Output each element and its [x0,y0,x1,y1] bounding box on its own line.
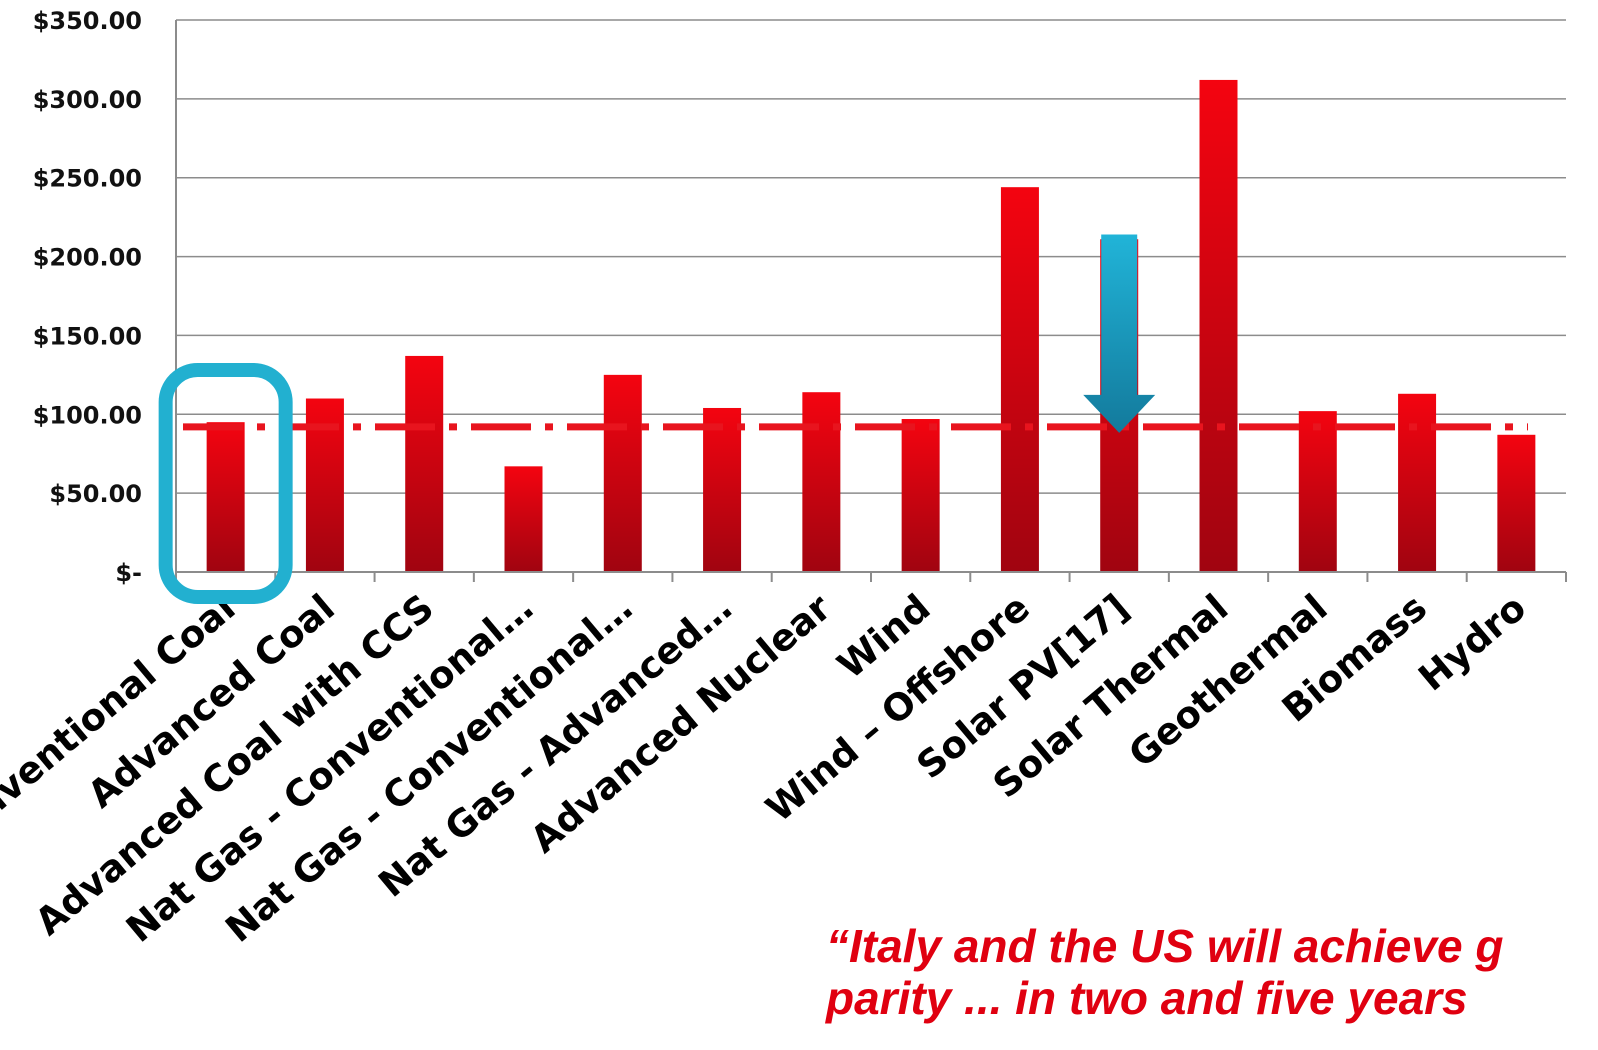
quote-line-1: “Italy and the US will achieve g [826,920,1504,972]
y-tick-label: $350.00 [33,7,142,35]
bars [206,79,1536,573]
bar-13 [1497,434,1536,572]
highlight-box [158,363,293,604]
y-tick-label: $- [115,559,142,587]
bar-8 [1000,187,1039,573]
axes [175,20,1567,582]
bar-6 [802,392,841,572]
y-tick-label: $200.00 [33,244,142,272]
y-tick-label: $150.00 [33,322,142,350]
y-axis-tick-labels: $- $50.00 $100.00 $150.00 $200.00 $250.00 $300… [33,7,142,587]
y-tick-label: $50.00 [49,480,142,508]
down-arrow-icon [1083,234,1156,433]
bar-7 [901,419,940,572]
annotations [158,234,1528,604]
bar-12 [1398,393,1437,572]
quote-line-2: parity ... in two and five years [826,972,1468,1024]
y-tick-label: $100.00 [33,401,142,429]
bar-10 [1199,79,1238,572]
y-tick-label: $250.00 [33,165,142,193]
x-tick-label: Hydro [1411,586,1535,699]
quote-annotation: “Italy and the US will achieve g parity … [826,920,1503,1024]
bar-5 [703,407,742,572]
x-tick-label: Advanced Coal with CCS [27,586,442,944]
bar-3 [504,466,543,572]
bar-2 [405,355,444,572]
bar-11 [1298,411,1337,572]
y-tick-label: $300.00 [33,86,142,114]
bar-0 [206,422,245,572]
gridlines [176,19,1566,494]
bar-4 [603,374,642,572]
